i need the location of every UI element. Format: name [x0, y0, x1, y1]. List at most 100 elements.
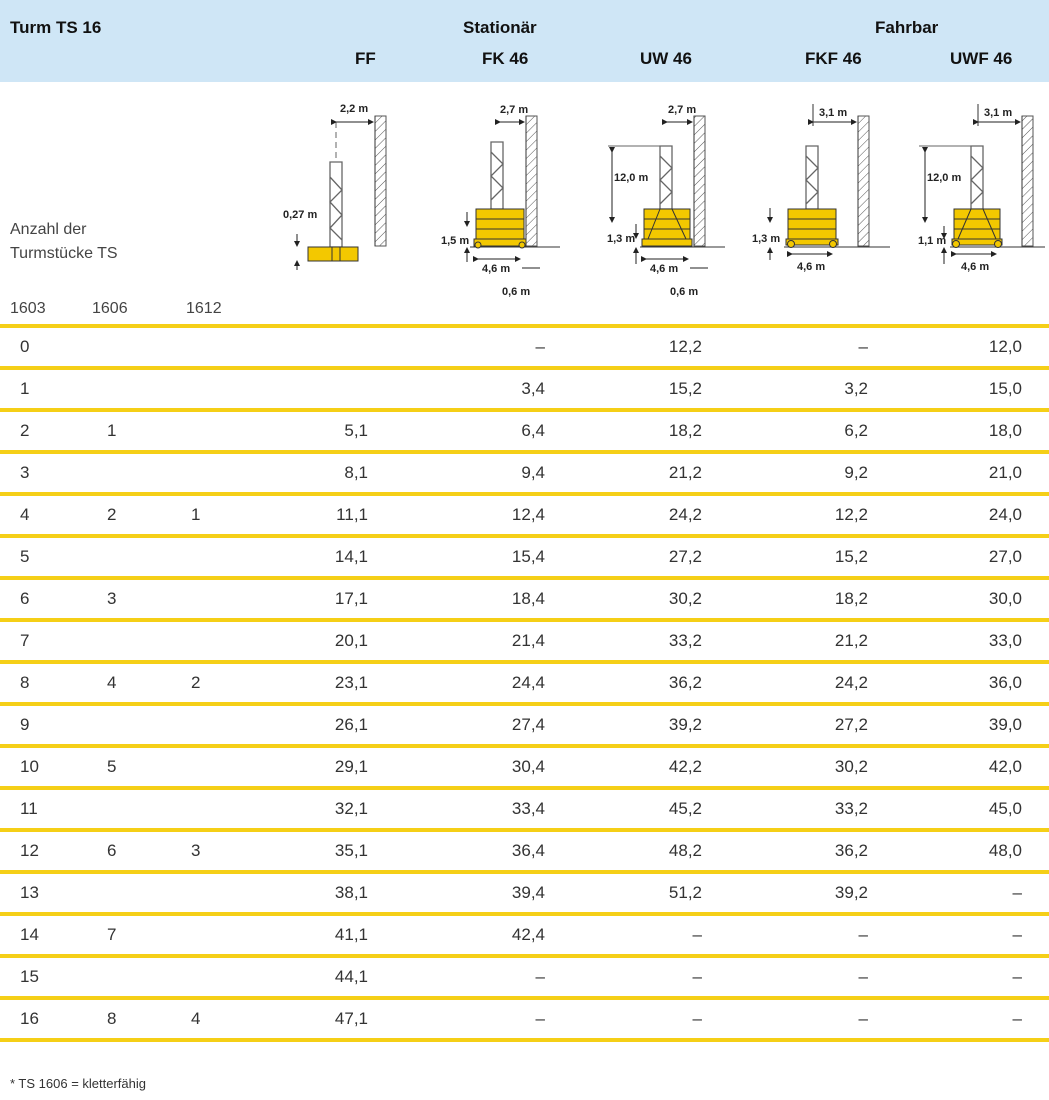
cell-uwf46: 27,0	[988, 547, 1022, 566]
cell-uw46: 51,2	[668, 883, 702, 902]
table-row: 3 8,1 9,4 21,2 9,2 21,0	[0, 454, 1049, 496]
cell-ff: 32,1	[334, 799, 368, 818]
cell-ts1612: 4	[191, 1009, 201, 1028]
cell-ff: 23,1	[334, 673, 368, 692]
cell-ts1603: 10	[20, 757, 39, 776]
header-band	[0, 0, 1049, 82]
cell-fkf46: –	[858, 337, 868, 356]
cell-uw46: 48,2	[668, 841, 702, 860]
col-head-ff: FF	[355, 49, 376, 68]
cell-uwf46: 42,0	[988, 757, 1022, 776]
cell-ts1603: 11	[20, 799, 38, 818]
cell-fkf46: 24,2	[834, 673, 868, 692]
cell-uwf46: –	[1012, 967, 1022, 986]
cell-ts1606: 8	[107, 1009, 117, 1028]
cell-ff: 35,1	[334, 841, 368, 860]
cell-fk46: 30,4	[511, 757, 545, 776]
cell-ts1603: 13	[20, 883, 39, 902]
col-head-fk46: FK 46	[482, 49, 529, 68]
cell-ff: 41,1	[334, 925, 368, 944]
table-row: 12 6 3 35,1 36,4 48,2 36,2 48,0	[0, 832, 1049, 874]
cell-ff: 8,1	[344, 463, 368, 482]
cell-uw46: 12,2	[668, 337, 702, 356]
crane-diagrams: 2,2 m 0,27 m 2,7 m 1,5 m 4,6 m 0,6 m	[283, 103, 1045, 298]
cell-ts1603: 9	[20, 715, 30, 734]
cell-uwf46: 33,0	[988, 631, 1022, 650]
uwf46-dim-height: 12,0 m	[927, 172, 961, 184]
cell-uw46: –	[692, 967, 702, 986]
side-label-line1: Anzahl der	[10, 221, 87, 238]
cell-uw46: 42,2	[668, 757, 702, 776]
cell-fkf46: 9,2	[844, 463, 868, 482]
cell-uwf46: 21,0	[988, 463, 1022, 482]
cell-ts1606: 2	[107, 505, 117, 524]
cell-ts1606: 4	[107, 673, 117, 692]
cell-ts1603: 14	[20, 925, 39, 944]
table-row: 16 8 4 47,1 – – – –	[0, 1000, 1049, 1042]
fkf46-dim-left: 1,3 m	[752, 233, 780, 245]
cell-uwf46: –	[1012, 1009, 1022, 1028]
diagram-uwf46: 12,0 m 3,1 m 1,1 m 4,6 m	[918, 104, 1045, 273]
footnote: * TS 1606 = kletterfähig	[10, 1076, 146, 1091]
table-row: 5 14,1 15,4 27,2 15,2 27,0	[0, 538, 1049, 580]
table-row: 0 – 12,2 – 12,0	[0, 324, 1049, 370]
fk46-dim-left: 1,5 m	[441, 235, 469, 247]
cell-uwf46: 39,0	[988, 715, 1022, 734]
height-table: 0 – 12,2 – 12,0 1 3,4 15,2 3,2 15,0 2 1 …	[0, 324, 1049, 1042]
table-row: 14 7 41,1 42,4 – – –	[0, 916, 1049, 958]
cell-ts1603: 1	[20, 379, 30, 398]
cell-fkf46: 12,2	[834, 505, 868, 524]
cell-ff: 11,1	[336, 505, 368, 524]
cell-ts1603: 15	[20, 967, 39, 986]
cell-uw46: 33,2	[668, 631, 702, 650]
cell-uw46: –	[692, 925, 702, 944]
cell-fk46: 33,4	[511, 799, 545, 818]
cell-ff: 17,1	[334, 589, 368, 608]
cell-fkf46: –	[858, 925, 868, 944]
cell-fkf46: –	[858, 1009, 868, 1028]
cell-ts1603: 4	[20, 505, 30, 524]
cell-fkf46: 33,2	[834, 799, 868, 818]
diagram-fk46: 2,7 m 1,5 m 4,6 m 0,6 m	[441, 104, 560, 298]
uw46-dim-bottom: 4,6 m	[650, 263, 678, 275]
cell-fkf46: –	[858, 967, 868, 986]
cell-uw46: 24,2	[668, 505, 702, 524]
cell-ff: 44,1	[334, 967, 368, 986]
cell-ff: 5,1	[344, 421, 368, 440]
cell-ff: 14,1	[334, 547, 368, 566]
group-stationary: Stationär	[463, 18, 537, 37]
cell-uw46: 18,2	[668, 421, 702, 440]
table-row: 8 4 2 23,1 24,4 36,2 24,2 36,0	[0, 664, 1049, 706]
uw46-dim-offset: 0,6 m	[670, 286, 698, 298]
cell-ts1603: 5	[20, 547, 30, 566]
cell-ts1606: 1	[107, 421, 117, 440]
fkf46-dim-top: 3,1 m	[819, 107, 847, 119]
cell-ts1603: 3	[20, 463, 30, 482]
table-row: 15 44,1 – – – –	[0, 958, 1049, 1000]
cell-fkf46: 6,2	[844, 421, 868, 440]
cell-uwf46: 12,0	[988, 337, 1022, 356]
cell-fk46: 42,4	[511, 925, 545, 944]
cell-fk46: –	[535, 1009, 545, 1028]
cell-uwf46: 48,0	[988, 841, 1022, 860]
cell-ts1603: 7	[20, 631, 30, 650]
cell-ts1606: 6	[107, 841, 117, 860]
cell-ts1612: 1	[191, 505, 201, 524]
cell-fk46: 9,4	[521, 463, 545, 482]
table-row: 10 5 29,1 30,4 42,2 30,2 42,0	[0, 748, 1049, 790]
cell-uw46: –	[692, 1009, 702, 1028]
cell-fkf46: 3,2	[844, 379, 868, 398]
cell-uwf46: 36,0	[988, 673, 1022, 692]
cell-uwf46: –	[1012, 925, 1022, 944]
table-row: 6 3 17,1 18,4 30,2 18,2 30,0	[0, 580, 1049, 622]
table-row: 1 3,4 15,2 3,2 15,0	[0, 370, 1049, 412]
cell-ts1603: 12	[20, 841, 39, 860]
cell-ff: 47,1	[334, 1009, 368, 1028]
cell-ff: 29,1	[334, 757, 368, 776]
cell-ts1603: 16	[20, 1009, 39, 1028]
ts-type-1606: 1606	[92, 300, 128, 317]
cell-uwf46: 45,0	[988, 799, 1022, 818]
cell-fk46: 36,4	[511, 841, 545, 860]
cell-fk46: 6,4	[521, 421, 545, 440]
cell-fkf46: 15,2	[834, 547, 868, 566]
